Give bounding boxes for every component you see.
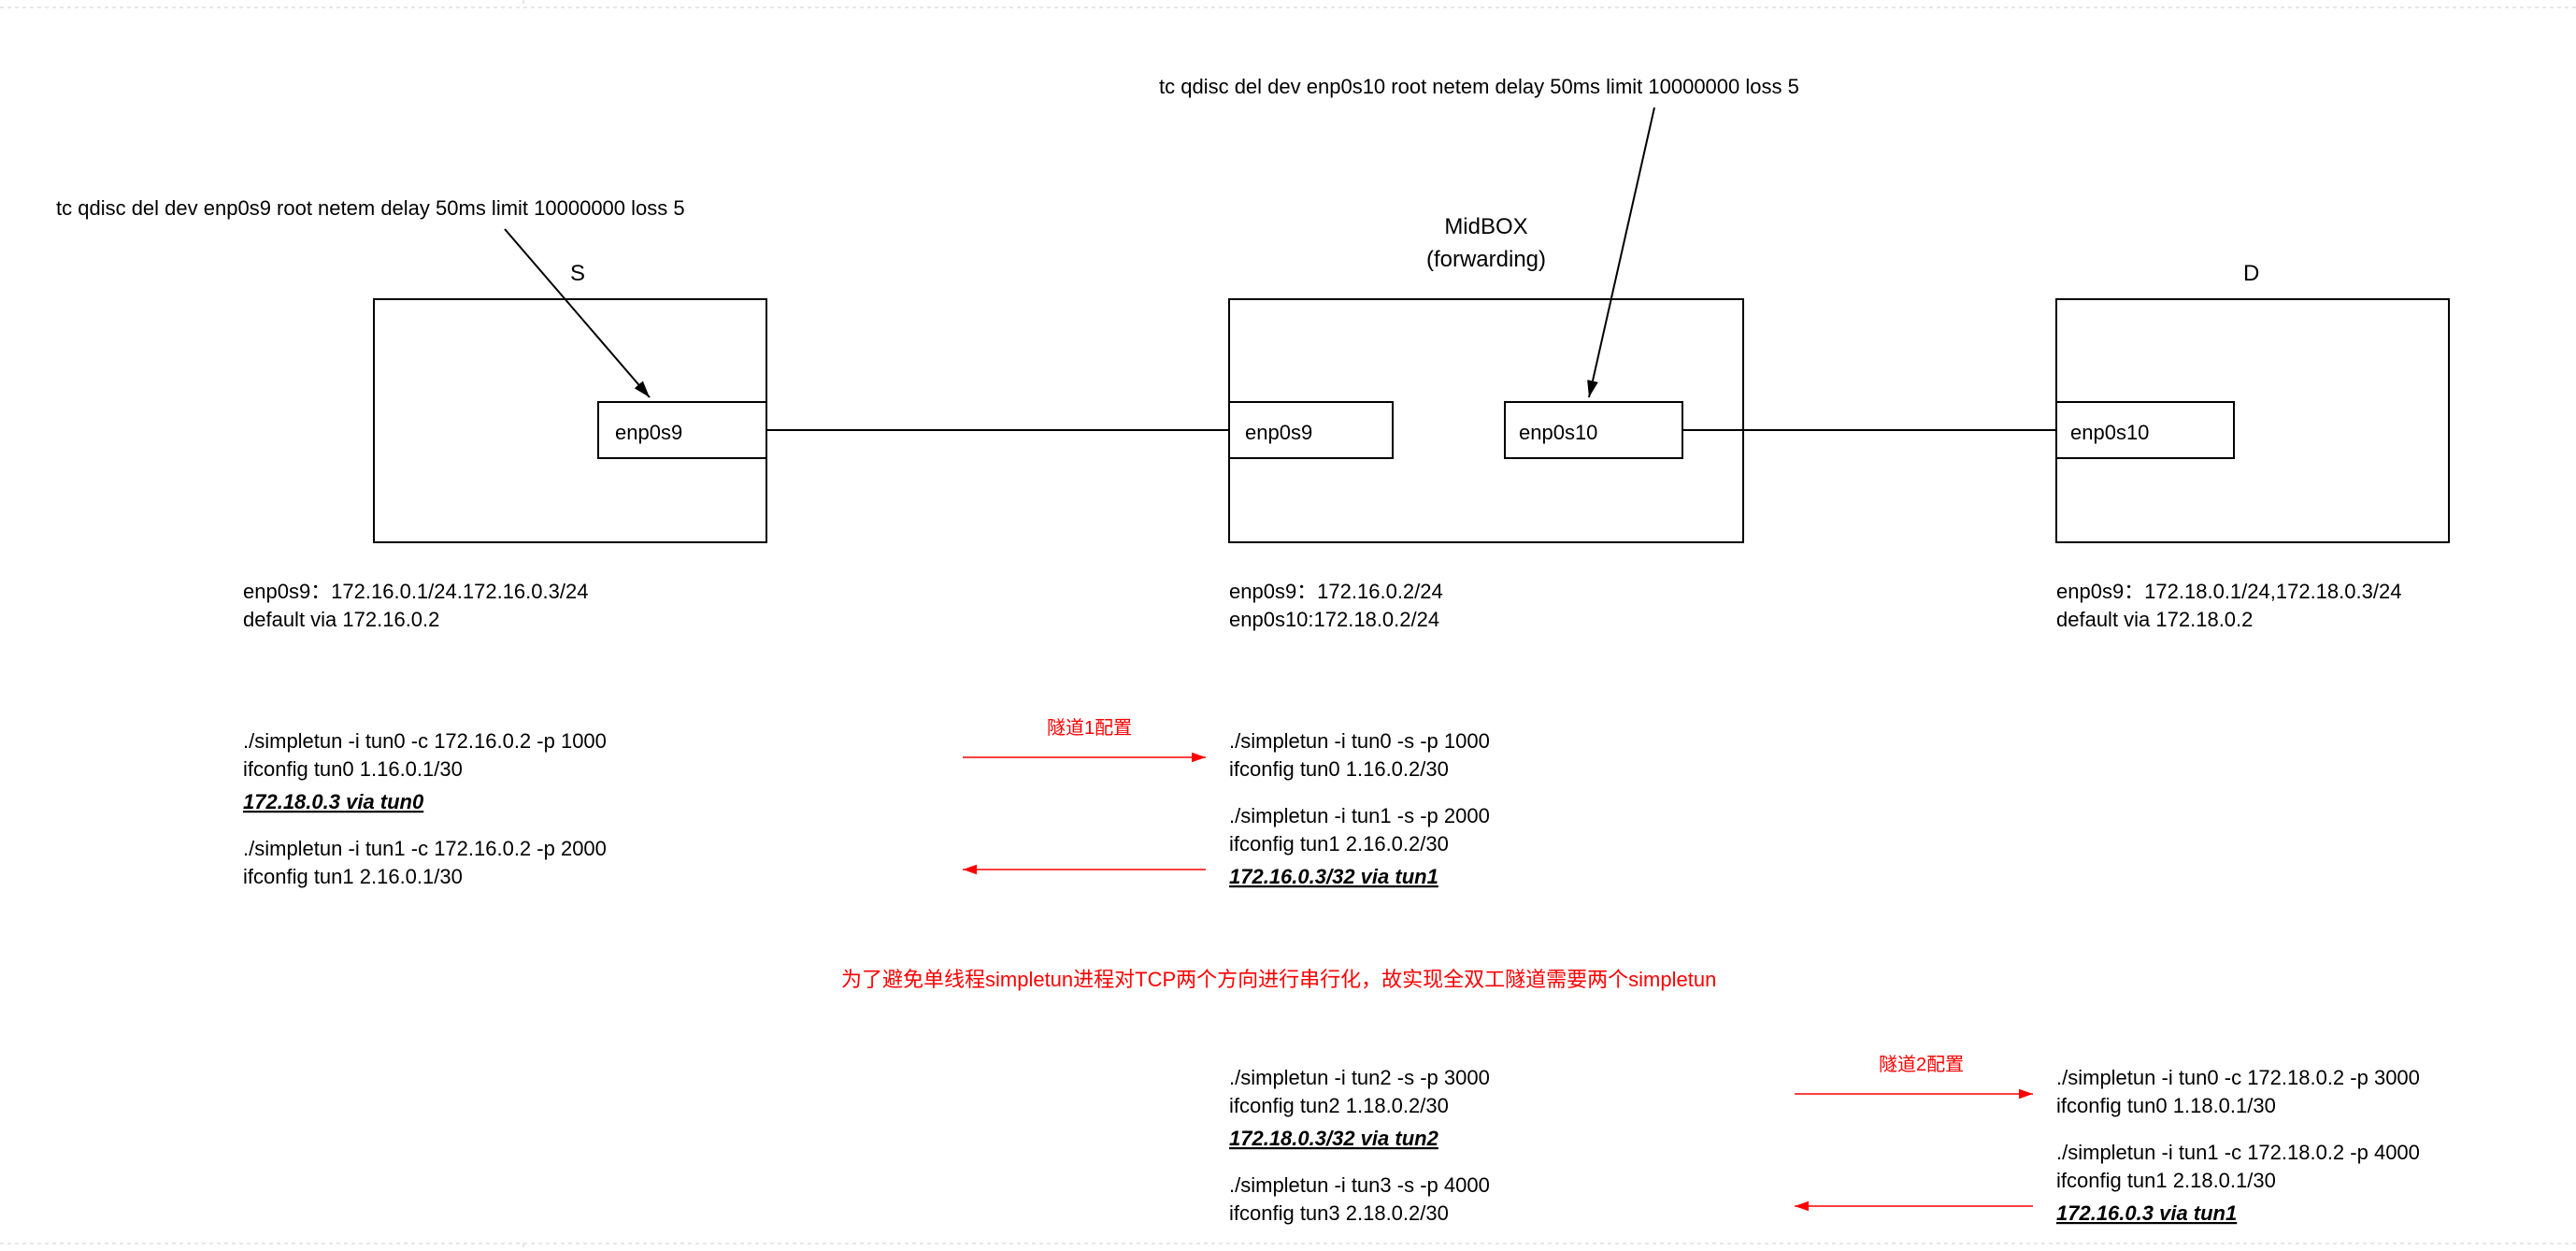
s-addr2: default via 172.16.0.2 (243, 608, 439, 631)
tunS-l3: 172.18.0.3 via tun0 (243, 790, 424, 813)
tunD-l3: ./simpletun -i tun1 -c 172.18.0.2 -p 400… (2056, 1141, 2420, 1164)
tunM2-l4: ./simpletun -i tun3 -s -p 4000 (1229, 1173, 1490, 1197)
tunnel1-label: 隧道1配置 (1047, 717, 1132, 739)
tunD-l1: ./simpletun -i tun0 -c 172.18.0.2 -p 300… (2056, 1066, 2420, 1089)
tunS-l4: ./simpletun -i tun1 -c 172.16.0.2 -p 200… (243, 837, 607, 860)
node-s-title: S (570, 261, 585, 286)
node-m-title2: (forwarding) (1426, 247, 1546, 272)
tunD-l5: 172.16.0.3 via tun1 (2056, 1201, 2237, 1225)
d-addr2: default via 172.18.0.2 (2056, 608, 2253, 631)
tunM1-l4: ifconfig tun1 2.16.0.2/30 (1229, 832, 1449, 856)
node-d-title: D (2243, 261, 2259, 286)
node-d-if-label: enp0s10 (2070, 421, 2149, 444)
node-m-ifL-label: enp0s9 (1245, 421, 1312, 444)
tunM2-l1: ./simpletun -i tun2 -s -p 3000 (1229, 1066, 1490, 1089)
tunS-l5: ifconfig tun1 2.16.0.1/30 (243, 865, 463, 888)
tunD-l4: ifconfig tun1 2.18.0.1/30 (2056, 1169, 2276, 1192)
tunM1-l5: 172.16.0.3/32 via tun1 (1229, 865, 1438, 888)
tc-cmd-s: tc qdisc del dev enp0s9 root netem delay… (56, 196, 685, 220)
tunnel2-label: 隧道2配置 (1879, 1054, 1964, 1075)
tc-cmd-m: tc qdisc del dev enp0s10 root netem dela… (1159, 75, 1799, 98)
network-diagram: tc qdisc del dev enp0s9 root netem delay… (0, 0, 2576, 1251)
tunS-l1: ./simpletun -i tun0 -c 172.16.0.2 -p 100… (243, 729, 607, 753)
node-s-if-label: enp0s9 (615, 421, 682, 444)
tunM2-l3: 172.18.0.3/32 via tun2 (1229, 1127, 1439, 1150)
tunM1-l3: ./simpletun -i tun1 -s -p 2000 (1229, 804, 1490, 827)
duplex-note: 为了避免单线程simpletun进程对TCP两个方向进行串行化，故实现全双工隧道… (841, 968, 1716, 991)
tunM1-l1: ./simpletun -i tun0 -s -p 1000 (1229, 729, 1490, 753)
tunD-l2: ifconfig tun0 1.18.0.1/30 (2056, 1094, 2276, 1117)
tunM1-l2: ifconfig tun0 1.16.0.2/30 (1229, 757, 1449, 781)
tunM2-l2: ifconfig tun2 1.18.0.2/30 (1229, 1094, 1449, 1117)
tunM2-l5: ifconfig tun3 2.18.0.2/30 (1229, 1201, 1449, 1225)
s-addr1: enp0s9：172.16.0.1/24.172.16.0.3/24 (243, 580, 588, 603)
node-m-title1: MidBOX (1444, 214, 1527, 239)
tunS-l2: ifconfig tun0 1.16.0.1/30 (243, 757, 463, 781)
m-addr2: enp0s10:172.18.0.2/24 (1229, 608, 1439, 631)
m-addr1: enp0s9：172.16.0.2/24 (1229, 580, 1443, 603)
node-m-ifR-label: enp0s10 (1519, 421, 1597, 444)
d-addr1: enp0s9：172.18.0.1/24,172.18.0.3/24 (2056, 580, 2401, 603)
